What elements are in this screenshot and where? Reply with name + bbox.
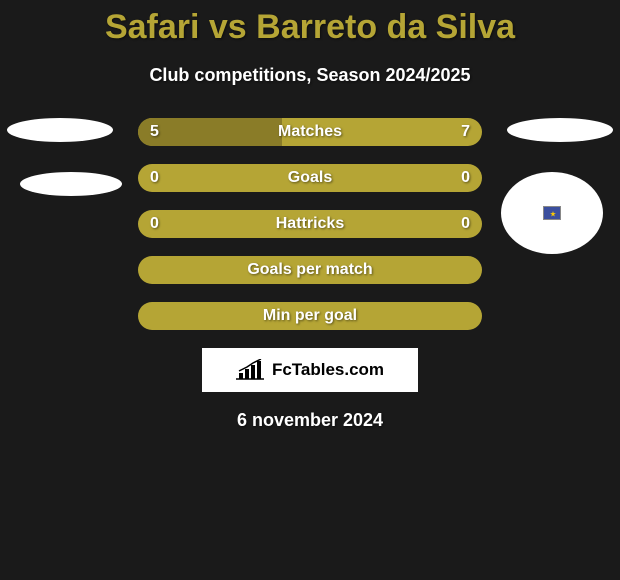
stat-row: 5 Matches 7 bbox=[138, 118, 482, 146]
stat-value-left: 0 bbox=[150, 215, 159, 233]
player-left-ellipse-1 bbox=[7, 118, 113, 142]
stat-fill-left bbox=[138, 118, 282, 146]
logo-text: FcTables.com bbox=[272, 360, 384, 380]
stat-value-right: 0 bbox=[461, 215, 470, 233]
logo-box: FcTables.com bbox=[202, 348, 418, 392]
page-title: Safari vs Barreto da Silva bbox=[0, 0, 620, 47]
stat-label: Goals bbox=[288, 169, 332, 187]
stat-row: Min per goal bbox=[138, 302, 482, 330]
stat-bars: 5 Matches 7 0 Goals 0 0 Hattricks 0 Goals per mat… bbox=[138, 118, 482, 330]
date-text: 6 november 2024 bbox=[0, 410, 620, 431]
content-area: 5 Matches 7 0 Goals 0 0 Hattricks 0 Goals per mat… bbox=[0, 118, 620, 431]
stat-value-left: 5 bbox=[150, 123, 159, 141]
player-right-circle bbox=[501, 172, 603, 254]
stat-value-right: 7 bbox=[461, 123, 470, 141]
stat-label: Hattricks bbox=[276, 215, 344, 233]
stat-label: Matches bbox=[278, 123, 342, 141]
flag-icon bbox=[543, 206, 561, 220]
stat-value-right: 0 bbox=[461, 169, 470, 187]
stat-label: Goals per match bbox=[247, 261, 372, 279]
stat-row: 0 Goals 0 bbox=[138, 164, 482, 192]
chart-icon bbox=[236, 359, 266, 381]
player-left-ellipse-2 bbox=[20, 172, 122, 196]
stat-value-left: 0 bbox=[150, 169, 159, 187]
stat-row: 0 Hattricks 0 bbox=[138, 210, 482, 238]
player-right-ellipse-1 bbox=[507, 118, 613, 142]
stat-row: Goals per match bbox=[138, 256, 482, 284]
stat-label: Min per goal bbox=[263, 307, 357, 325]
subtitle: Club competitions, Season 2024/2025 bbox=[0, 65, 620, 86]
